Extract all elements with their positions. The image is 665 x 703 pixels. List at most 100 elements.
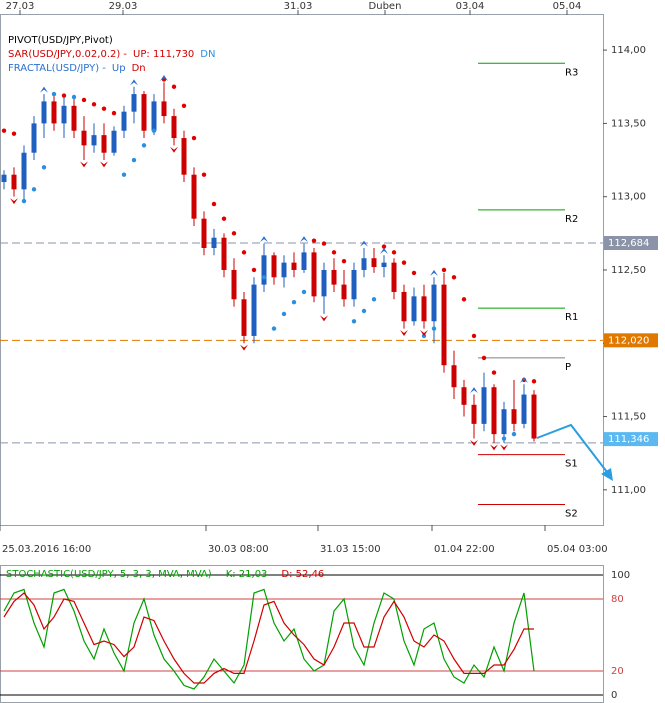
sar-dot	[261, 275, 267, 280]
fractal-down	[320, 315, 328, 322]
sar-dot	[191, 135, 197, 141]
sar-dot	[511, 431, 517, 437]
sar-dot	[461, 297, 467, 302]
sar-dot	[371, 297, 377, 302]
x2-tick-label: 29.03	[109, 1, 138, 12]
sar-dot	[11, 131, 17, 136]
candle-body	[341, 284, 347, 300]
forecast-arrow	[536, 423, 611, 477]
sar-dot	[221, 216, 227, 221]
sar-dot	[231, 231, 237, 236]
fractal-up	[380, 247, 388, 254]
fractal-down	[470, 439, 478, 446]
level-label-box	[604, 333, 658, 348]
candle-body	[191, 174, 197, 219]
sar-dot	[321, 241, 327, 246]
level-label: 111,346	[608, 434, 649, 445]
sar-dot	[431, 326, 437, 331]
sar-dot	[41, 165, 47, 170]
fractal-up	[160, 74, 168, 81]
sar-dot	[71, 94, 77, 100]
candle-body	[531, 394, 537, 439]
pivot-label: S1	[565, 459, 578, 470]
candle-body	[231, 269, 237, 300]
x2-tick-label: 03.04	[456, 1, 485, 12]
level-label: 112,020	[608, 335, 649, 346]
sar-dot	[491, 370, 497, 375]
y-tick-label: 20	[611, 666, 624, 677]
candle-body	[441, 284, 447, 366]
fractal-up	[300, 236, 308, 243]
sar-dot	[51, 91, 57, 97]
sar-dot	[91, 102, 97, 107]
sar-dot	[531, 379, 537, 384]
sar-dot	[291, 300, 297, 305]
fractal-down	[80, 161, 88, 168]
sar-dot	[271, 326, 277, 331]
pivot-label: R1	[565, 312, 578, 323]
fractal-up	[520, 376, 528, 383]
stochastic-line	[3, 592, 534, 684]
legend-text: Up	[112, 63, 126, 74]
candle-body	[51, 101, 57, 124]
legend-text: Dn	[132, 63, 146, 74]
fractal-up	[130, 79, 138, 86]
candle-body	[31, 123, 37, 153]
legend-text: FRACTAL(USD/JPY) -	[8, 63, 106, 74]
candle-body	[281, 262, 287, 278]
y-tick-label: 111,50	[611, 412, 646, 423]
candle-body	[141, 94, 147, 131]
candle-body	[221, 237, 227, 270]
level-label-box	[604, 235, 658, 250]
candle-body	[271, 255, 277, 278]
candle-body	[521, 394, 527, 424]
candle-body	[421, 296, 427, 322]
stochastic-label: D: 52,46	[281, 569, 324, 580]
fractal-up	[470, 387, 478, 394]
candle-body	[491, 387, 497, 435]
candle-body	[211, 237, 217, 248]
sar-dot	[1, 128, 7, 133]
x-tick-label: 01.04 22:00	[434, 544, 495, 555]
y-tick-label: 100	[611, 570, 630, 581]
fractal-up	[430, 269, 438, 276]
candle-body	[261, 255, 267, 285]
candle-body	[91, 135, 97, 146]
x-tick-label: 25.03.2016 16:00	[2, 544, 91, 555]
fractal-up	[40, 86, 48, 93]
sar-dot	[131, 157, 137, 163]
sar-dot	[361, 308, 367, 314]
sar-dot	[311, 238, 317, 243]
sar-dot	[441, 267, 447, 273]
y-tick-label: 112,50	[611, 265, 646, 276]
pivot-label: R3	[565, 67, 578, 78]
x2-tick-label: Duben	[369, 1, 402, 12]
stochastic-label: STOCHASTIC(USD/JPY, 5, 3, 3, MVA, MVA)	[6, 569, 212, 580]
candle-body	[1, 174, 7, 183]
candle-body	[431, 284, 437, 322]
candle-body	[301, 252, 307, 270]
y-tick-label: 114,00	[611, 45, 646, 56]
candle-body	[501, 409, 507, 435]
candle-body	[121, 111, 127, 131]
sar-dot	[381, 244, 387, 249]
level-label-box	[604, 432, 658, 447]
candle-body	[451, 365, 457, 388]
candle-body	[71, 105, 77, 131]
candle-body	[361, 258, 367, 270]
candle-body	[381, 262, 387, 268]
candle-body	[181, 138, 187, 175]
x-tick-label: 30.03 08:00	[208, 544, 269, 555]
candle-body	[391, 262, 397, 292]
candle-body	[201, 218, 207, 248]
candle-body	[161, 101, 167, 117]
sar-dot	[21, 198, 27, 204]
sar-dot	[281, 311, 287, 317]
sar-dot	[411, 270, 417, 276]
sar-dot	[121, 172, 127, 177]
sar-dot	[101, 106, 107, 111]
candle-body	[511, 409, 517, 424]
